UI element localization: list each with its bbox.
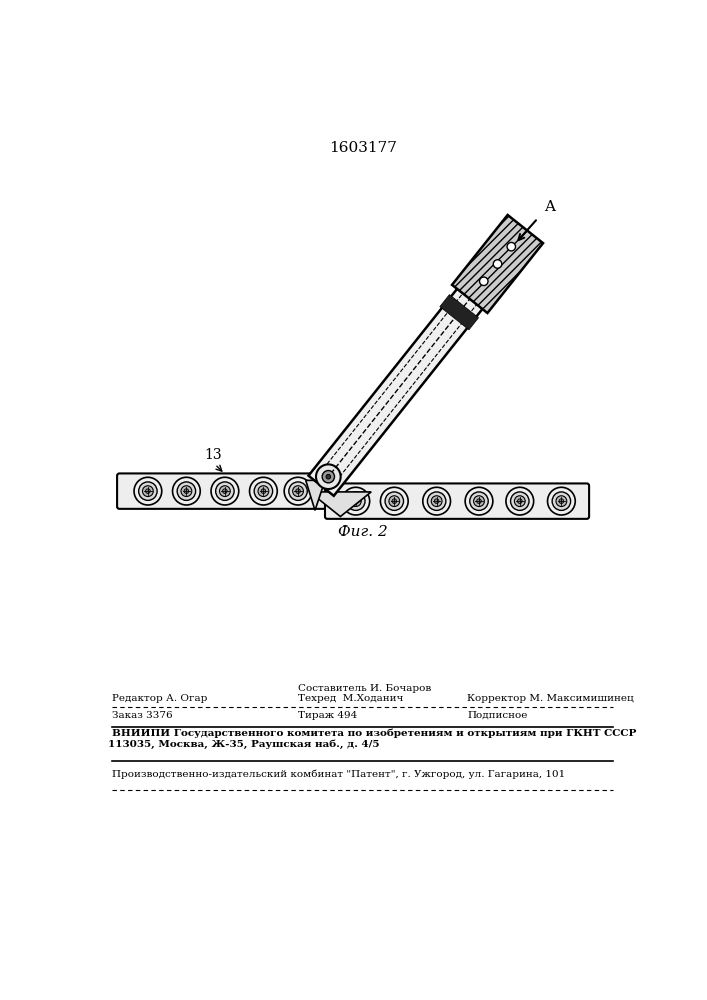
Circle shape <box>326 474 331 479</box>
Circle shape <box>342 487 370 515</box>
Text: Техред  М.Ходанич: Техред М.Ходанич <box>298 694 404 703</box>
Circle shape <box>493 260 502 268</box>
Text: 13: 13 <box>204 448 222 462</box>
Circle shape <box>428 492 446 510</box>
Text: Фиг. 2: Фиг. 2 <box>338 525 387 539</box>
Circle shape <box>261 489 266 493</box>
FancyBboxPatch shape <box>117 473 327 509</box>
Circle shape <box>146 489 150 493</box>
Circle shape <box>552 492 571 510</box>
Circle shape <box>250 477 277 505</box>
Circle shape <box>211 477 239 505</box>
Circle shape <box>510 492 529 510</box>
Polygon shape <box>308 235 525 496</box>
Circle shape <box>288 482 308 500</box>
Circle shape <box>380 487 408 515</box>
Circle shape <box>392 499 397 503</box>
Circle shape <box>423 487 450 515</box>
Circle shape <box>465 487 493 515</box>
Circle shape <box>518 499 522 503</box>
Circle shape <box>477 499 481 503</box>
Circle shape <box>346 492 365 510</box>
Circle shape <box>173 477 200 505</box>
Circle shape <box>177 482 196 500</box>
Circle shape <box>296 489 300 493</box>
Circle shape <box>254 482 273 500</box>
Circle shape <box>181 486 192 497</box>
Text: Составитель И. Бочаров: Составитель И. Бочаров <box>298 684 431 693</box>
Circle shape <box>258 486 269 497</box>
Circle shape <box>556 496 567 507</box>
Circle shape <box>474 496 484 507</box>
Circle shape <box>354 499 358 503</box>
Circle shape <box>293 486 303 497</box>
Polygon shape <box>310 492 371 517</box>
Circle shape <box>479 277 488 286</box>
Text: Тираж 494: Тираж 494 <box>298 711 357 720</box>
Text: 113035, Москва, Ж-35, Раушская наб., д. 4/5: 113035, Москва, Ж-35, Раушская наб., д. … <box>108 739 380 749</box>
Circle shape <box>507 242 515 251</box>
Circle shape <box>351 496 361 507</box>
Polygon shape <box>452 215 543 313</box>
Circle shape <box>184 489 189 493</box>
Text: A: A <box>544 200 555 214</box>
Circle shape <box>216 482 234 500</box>
Circle shape <box>506 487 534 515</box>
Circle shape <box>143 486 153 497</box>
Circle shape <box>389 496 399 507</box>
Text: Корректор М. Максимишинец: Корректор М. Максимишинец <box>467 694 634 703</box>
Circle shape <box>219 486 230 497</box>
Text: Заказ 3376: Заказ 3376 <box>112 711 173 720</box>
Circle shape <box>559 499 563 503</box>
Circle shape <box>284 477 312 505</box>
Circle shape <box>434 499 439 503</box>
Text: ВНИИПИ Государственного комитета по изобретениям и открытиям при ГКНТ СССР: ВНИИПИ Государственного комитета по изоб… <box>112 728 636 738</box>
Circle shape <box>223 489 227 493</box>
FancyBboxPatch shape <box>325 483 589 519</box>
Polygon shape <box>305 480 325 510</box>
Text: Подписное: Подписное <box>467 711 528 720</box>
Circle shape <box>134 477 162 505</box>
Circle shape <box>547 487 575 515</box>
Text: Редактор А. Огар: Редактор А. Огар <box>112 694 207 703</box>
Text: 1603177: 1603177 <box>329 141 397 155</box>
Polygon shape <box>440 295 479 330</box>
Circle shape <box>316 464 341 489</box>
Circle shape <box>385 492 404 510</box>
Circle shape <box>515 496 525 507</box>
Text: Производственно-издательский комбинат "Патент", г. Ужгород, ул. Гагарина, 101: Производственно-издательский комбинат "П… <box>112 769 565 779</box>
Circle shape <box>322 471 334 483</box>
Circle shape <box>139 482 157 500</box>
Circle shape <box>431 496 442 507</box>
Circle shape <box>469 492 489 510</box>
